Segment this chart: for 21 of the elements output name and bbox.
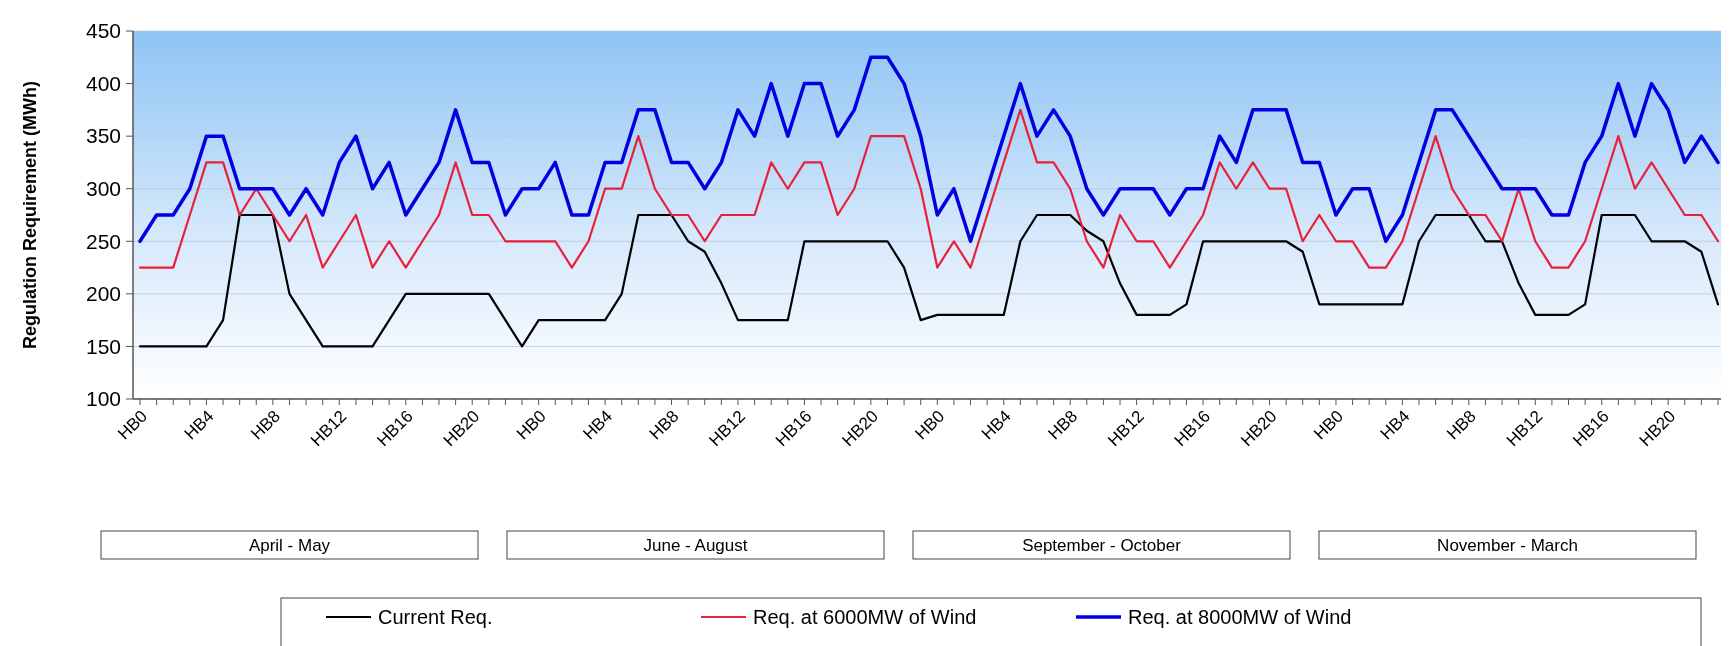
x-tick-label: HB0 [911,406,949,444]
y-axis-title: Regulation Requirement (MWh) [20,81,41,349]
y-tick-label: 150 [85,334,121,358]
legend-label: Req. at 6000MW of Wind [753,606,977,628]
x-tick-label: HB8 [1044,406,1082,444]
y-tick-label: 250 [85,229,121,253]
y-tick-label: 200 [85,282,121,306]
y-tick-label: 450 [85,19,121,43]
line-series [138,55,1720,244]
y-tick-label: 300 [85,177,121,201]
y-tick-label: 350 [85,124,121,148]
text: September - October [1022,535,1182,555]
text: November - March [1437,535,1578,555]
line-series [138,213,1720,348]
text: April - May [248,535,331,555]
text: June - August [643,535,748,555]
y-tick-label: 100 [85,387,121,411]
legend-label: Current Req. [378,606,493,628]
y-tick-label: 400 [85,71,121,95]
legend-label: Req. at 8000MW of Wind [1128,606,1352,628]
line-series [138,108,1720,269]
